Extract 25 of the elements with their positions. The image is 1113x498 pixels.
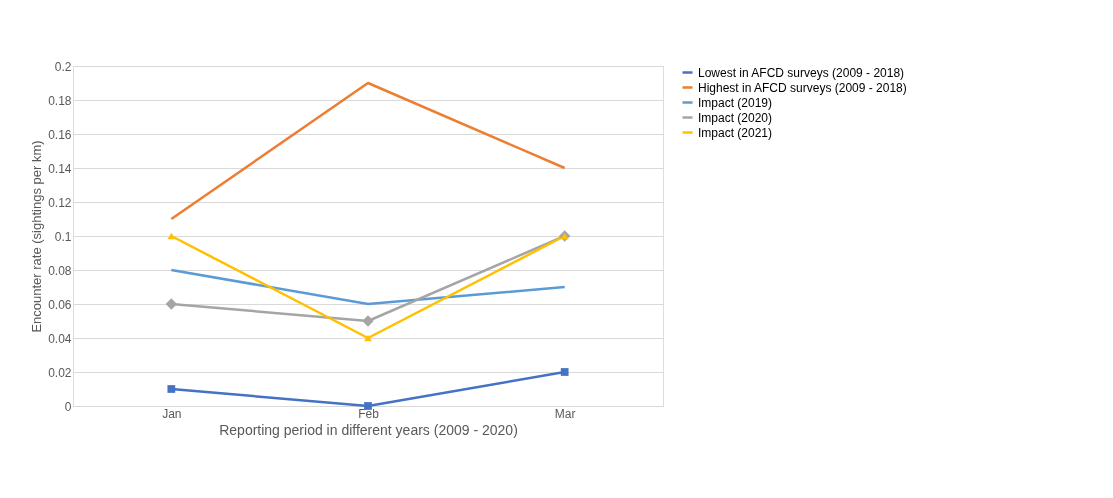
x-tick-label: Mar	[554, 406, 576, 421]
legend-label: Highest in AFCD surveys (2009 - 2018)	[698, 80, 907, 95]
y-tick-label: 0.14	[48, 161, 72, 176]
point	[560, 368, 569, 376]
point	[167, 385, 176, 393]
y-tick-label: 0.2	[54, 59, 72, 74]
y-tick-label: 0	[64, 399, 72, 414]
y-axis-title: Encounter rate (sightings per km)	[29, 140, 45, 333]
y-tick-label: 0.1	[54, 229, 72, 244]
legend-label: Impact (2021)	[698, 125, 773, 140]
x-tick-label: Jan	[162, 406, 182, 421]
y-tick-label: 0.06	[48, 297, 72, 312]
y-tick-label: 0.04	[48, 331, 72, 346]
y-tick-label: 0.18	[48, 93, 72, 108]
point	[165, 298, 178, 310]
y-tick-label: 0.16	[48, 127, 72, 142]
y-tick-label: 0.12	[48, 195, 72, 210]
x-axis-title: Reporting period in different years (2009 - 2020)	[219, 421, 518, 438]
legend-label: Lowest in AFCD surveys (2009 - 2018)	[698, 65, 905, 80]
legend-label: Impact (2019)	[698, 95, 773, 110]
legend-label: Impact (2020)	[698, 110, 773, 125]
x-tick-label: Feb	[358, 406, 380, 421]
y-tick-label: 0.08	[48, 263, 72, 278]
y-tick-label: 0.02	[48, 365, 72, 380]
point	[362, 315, 374, 327]
